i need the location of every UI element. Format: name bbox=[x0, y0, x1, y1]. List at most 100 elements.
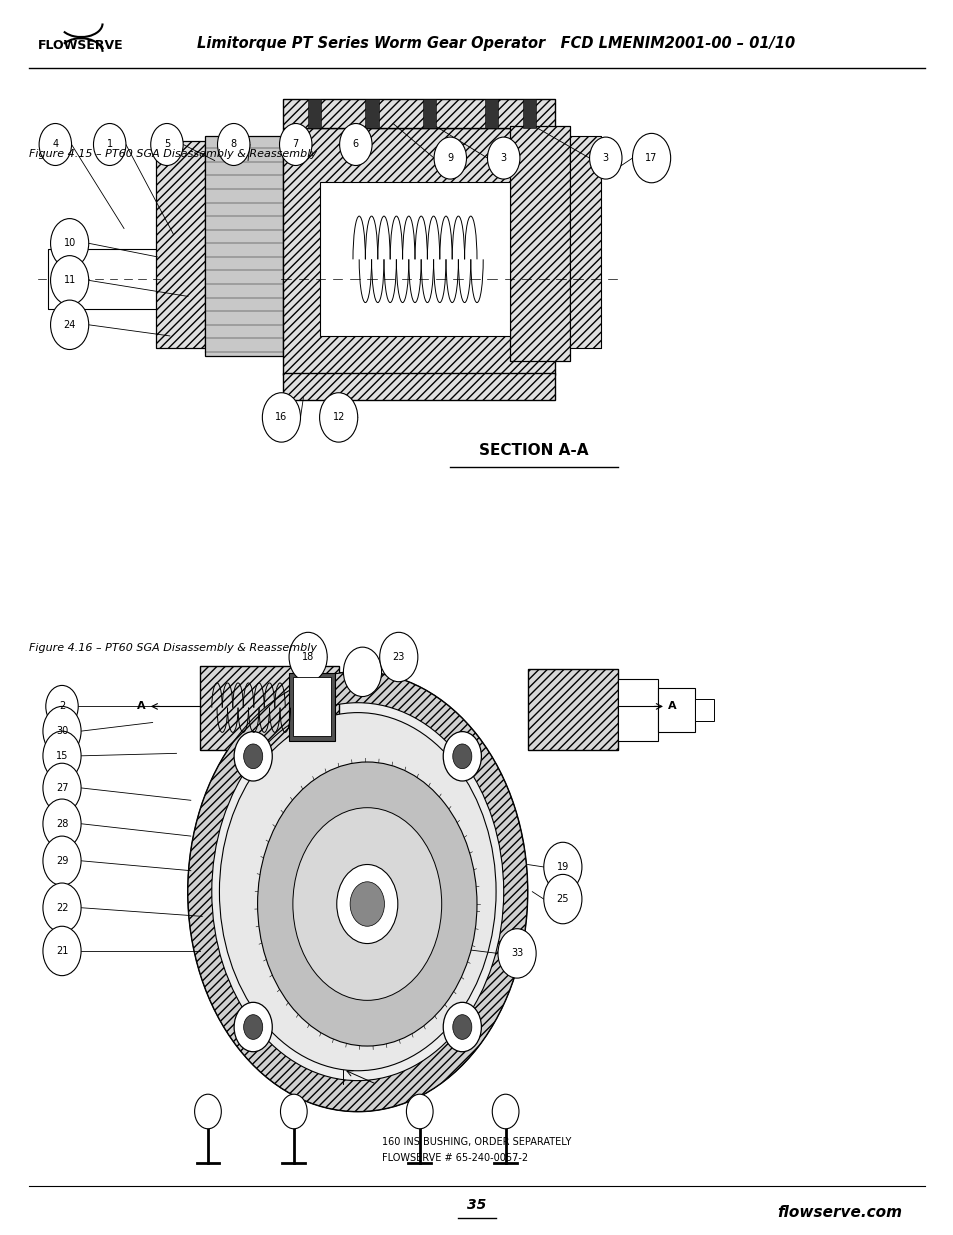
Circle shape bbox=[339, 124, 372, 165]
Bar bbox=[283, 373, 555, 400]
Circle shape bbox=[43, 706, 81, 756]
Text: 2: 2 bbox=[59, 701, 65, 711]
Bar bbox=[283, 373, 555, 400]
Circle shape bbox=[453, 743, 472, 768]
Text: 21: 21 bbox=[56, 946, 68, 956]
Bar bbox=[283, 99, 555, 128]
Circle shape bbox=[51, 300, 89, 350]
Bar bbox=[658, 688, 694, 732]
Text: SECTION A-A: SECTION A-A bbox=[479, 443, 588, 458]
Bar bbox=[200, 666, 338, 750]
Bar bbox=[48, 282, 157, 309]
Bar bbox=[155, 141, 205, 348]
Text: 18: 18 bbox=[302, 652, 314, 662]
Circle shape bbox=[293, 808, 441, 1000]
Circle shape bbox=[543, 842, 581, 892]
Circle shape bbox=[51, 256, 89, 305]
Circle shape bbox=[280, 1094, 307, 1129]
Bar bbox=[319, 182, 510, 336]
Text: 5: 5 bbox=[164, 140, 170, 149]
Circle shape bbox=[43, 836, 81, 885]
Circle shape bbox=[632, 133, 670, 183]
Text: 4: 4 bbox=[52, 140, 58, 149]
Circle shape bbox=[336, 864, 397, 944]
Bar bbox=[155, 141, 205, 348]
Text: 30: 30 bbox=[56, 726, 68, 736]
Text: 16: 16 bbox=[275, 412, 287, 422]
Circle shape bbox=[43, 763, 81, 813]
Bar bbox=[422, 99, 436, 128]
Text: 23: 23 bbox=[393, 652, 404, 662]
Circle shape bbox=[219, 713, 496, 1071]
Circle shape bbox=[379, 632, 417, 682]
Circle shape bbox=[188, 672, 527, 1112]
Circle shape bbox=[43, 731, 81, 781]
Circle shape bbox=[233, 731, 272, 781]
Text: 6: 6 bbox=[353, 140, 358, 149]
Bar bbox=[283, 128, 555, 375]
Bar bbox=[283, 128, 555, 375]
Bar bbox=[570, 136, 600, 348]
Text: 29: 29 bbox=[56, 856, 68, 866]
Circle shape bbox=[350, 882, 384, 926]
Bar bbox=[48, 249, 157, 309]
Wedge shape bbox=[188, 672, 527, 1112]
Text: 15: 15 bbox=[56, 751, 68, 761]
Circle shape bbox=[319, 393, 357, 442]
Text: 17: 17 bbox=[645, 153, 657, 163]
Circle shape bbox=[289, 632, 327, 682]
Circle shape bbox=[243, 1015, 262, 1040]
Bar bbox=[694, 699, 713, 721]
Text: FLOWSERVE # 65-240-0057-2: FLOWSERVE # 65-240-0057-2 bbox=[381, 1153, 527, 1163]
Text: 35: 35 bbox=[467, 1198, 486, 1213]
Bar bbox=[484, 99, 497, 128]
Text: 160 INS BUSHING, ORDER SEPARATELY: 160 INS BUSHING, ORDER SEPARATELY bbox=[381, 1137, 571, 1147]
Text: Figure 4.16 – PT60 SGA Disassembly & Reassembly: Figure 4.16 – PT60 SGA Disassembly & Rea… bbox=[29, 643, 316, 653]
Circle shape bbox=[39, 124, 71, 165]
Circle shape bbox=[343, 647, 381, 697]
Circle shape bbox=[43, 799, 81, 848]
Text: 7: 7 bbox=[293, 140, 298, 149]
Text: 8: 8 bbox=[231, 140, 236, 149]
Bar bbox=[289, 673, 335, 741]
Circle shape bbox=[233, 1003, 272, 1052]
Text: 19: 19 bbox=[557, 862, 568, 872]
Text: 1: 1 bbox=[107, 140, 112, 149]
Text: 12: 12 bbox=[333, 412, 344, 422]
Bar bbox=[293, 677, 331, 736]
Bar bbox=[522, 99, 536, 128]
Circle shape bbox=[279, 124, 312, 165]
Text: 27: 27 bbox=[55, 783, 69, 793]
Circle shape bbox=[46, 685, 78, 727]
Circle shape bbox=[43, 926, 81, 976]
Text: 9: 9 bbox=[447, 153, 453, 163]
Text: A: A bbox=[136, 701, 146, 711]
Circle shape bbox=[43, 883, 81, 932]
Text: 10: 10 bbox=[64, 238, 75, 248]
Circle shape bbox=[589, 137, 621, 179]
Circle shape bbox=[443, 731, 481, 781]
Text: Limitorque PT Series Worm Gear Operator   FCD LMENIM2001-00 – 01/10: Limitorque PT Series Worm Gear Operator … bbox=[197, 36, 794, 51]
Text: FLOWSERVE: FLOWSERVE bbox=[38, 40, 124, 52]
Bar bbox=[365, 99, 378, 128]
Circle shape bbox=[406, 1094, 433, 1129]
Text: 25: 25 bbox=[556, 894, 569, 904]
Text: A: A bbox=[667, 701, 677, 711]
Text: 22: 22 bbox=[55, 903, 69, 913]
Text: 11: 11 bbox=[64, 275, 75, 285]
Circle shape bbox=[497, 929, 536, 978]
Text: 28: 28 bbox=[56, 819, 68, 829]
Bar bbox=[570, 136, 600, 348]
Circle shape bbox=[492, 1094, 518, 1129]
Text: 24: 24 bbox=[64, 320, 75, 330]
Circle shape bbox=[543, 874, 581, 924]
Bar bbox=[510, 126, 570, 361]
Bar bbox=[200, 666, 338, 750]
Circle shape bbox=[262, 393, 300, 442]
Circle shape bbox=[453, 1015, 472, 1040]
Bar bbox=[618, 679, 658, 741]
Bar bbox=[283, 99, 555, 128]
Text: 3: 3 bbox=[602, 153, 608, 163]
Bar bbox=[308, 99, 321, 128]
Circle shape bbox=[487, 137, 519, 179]
